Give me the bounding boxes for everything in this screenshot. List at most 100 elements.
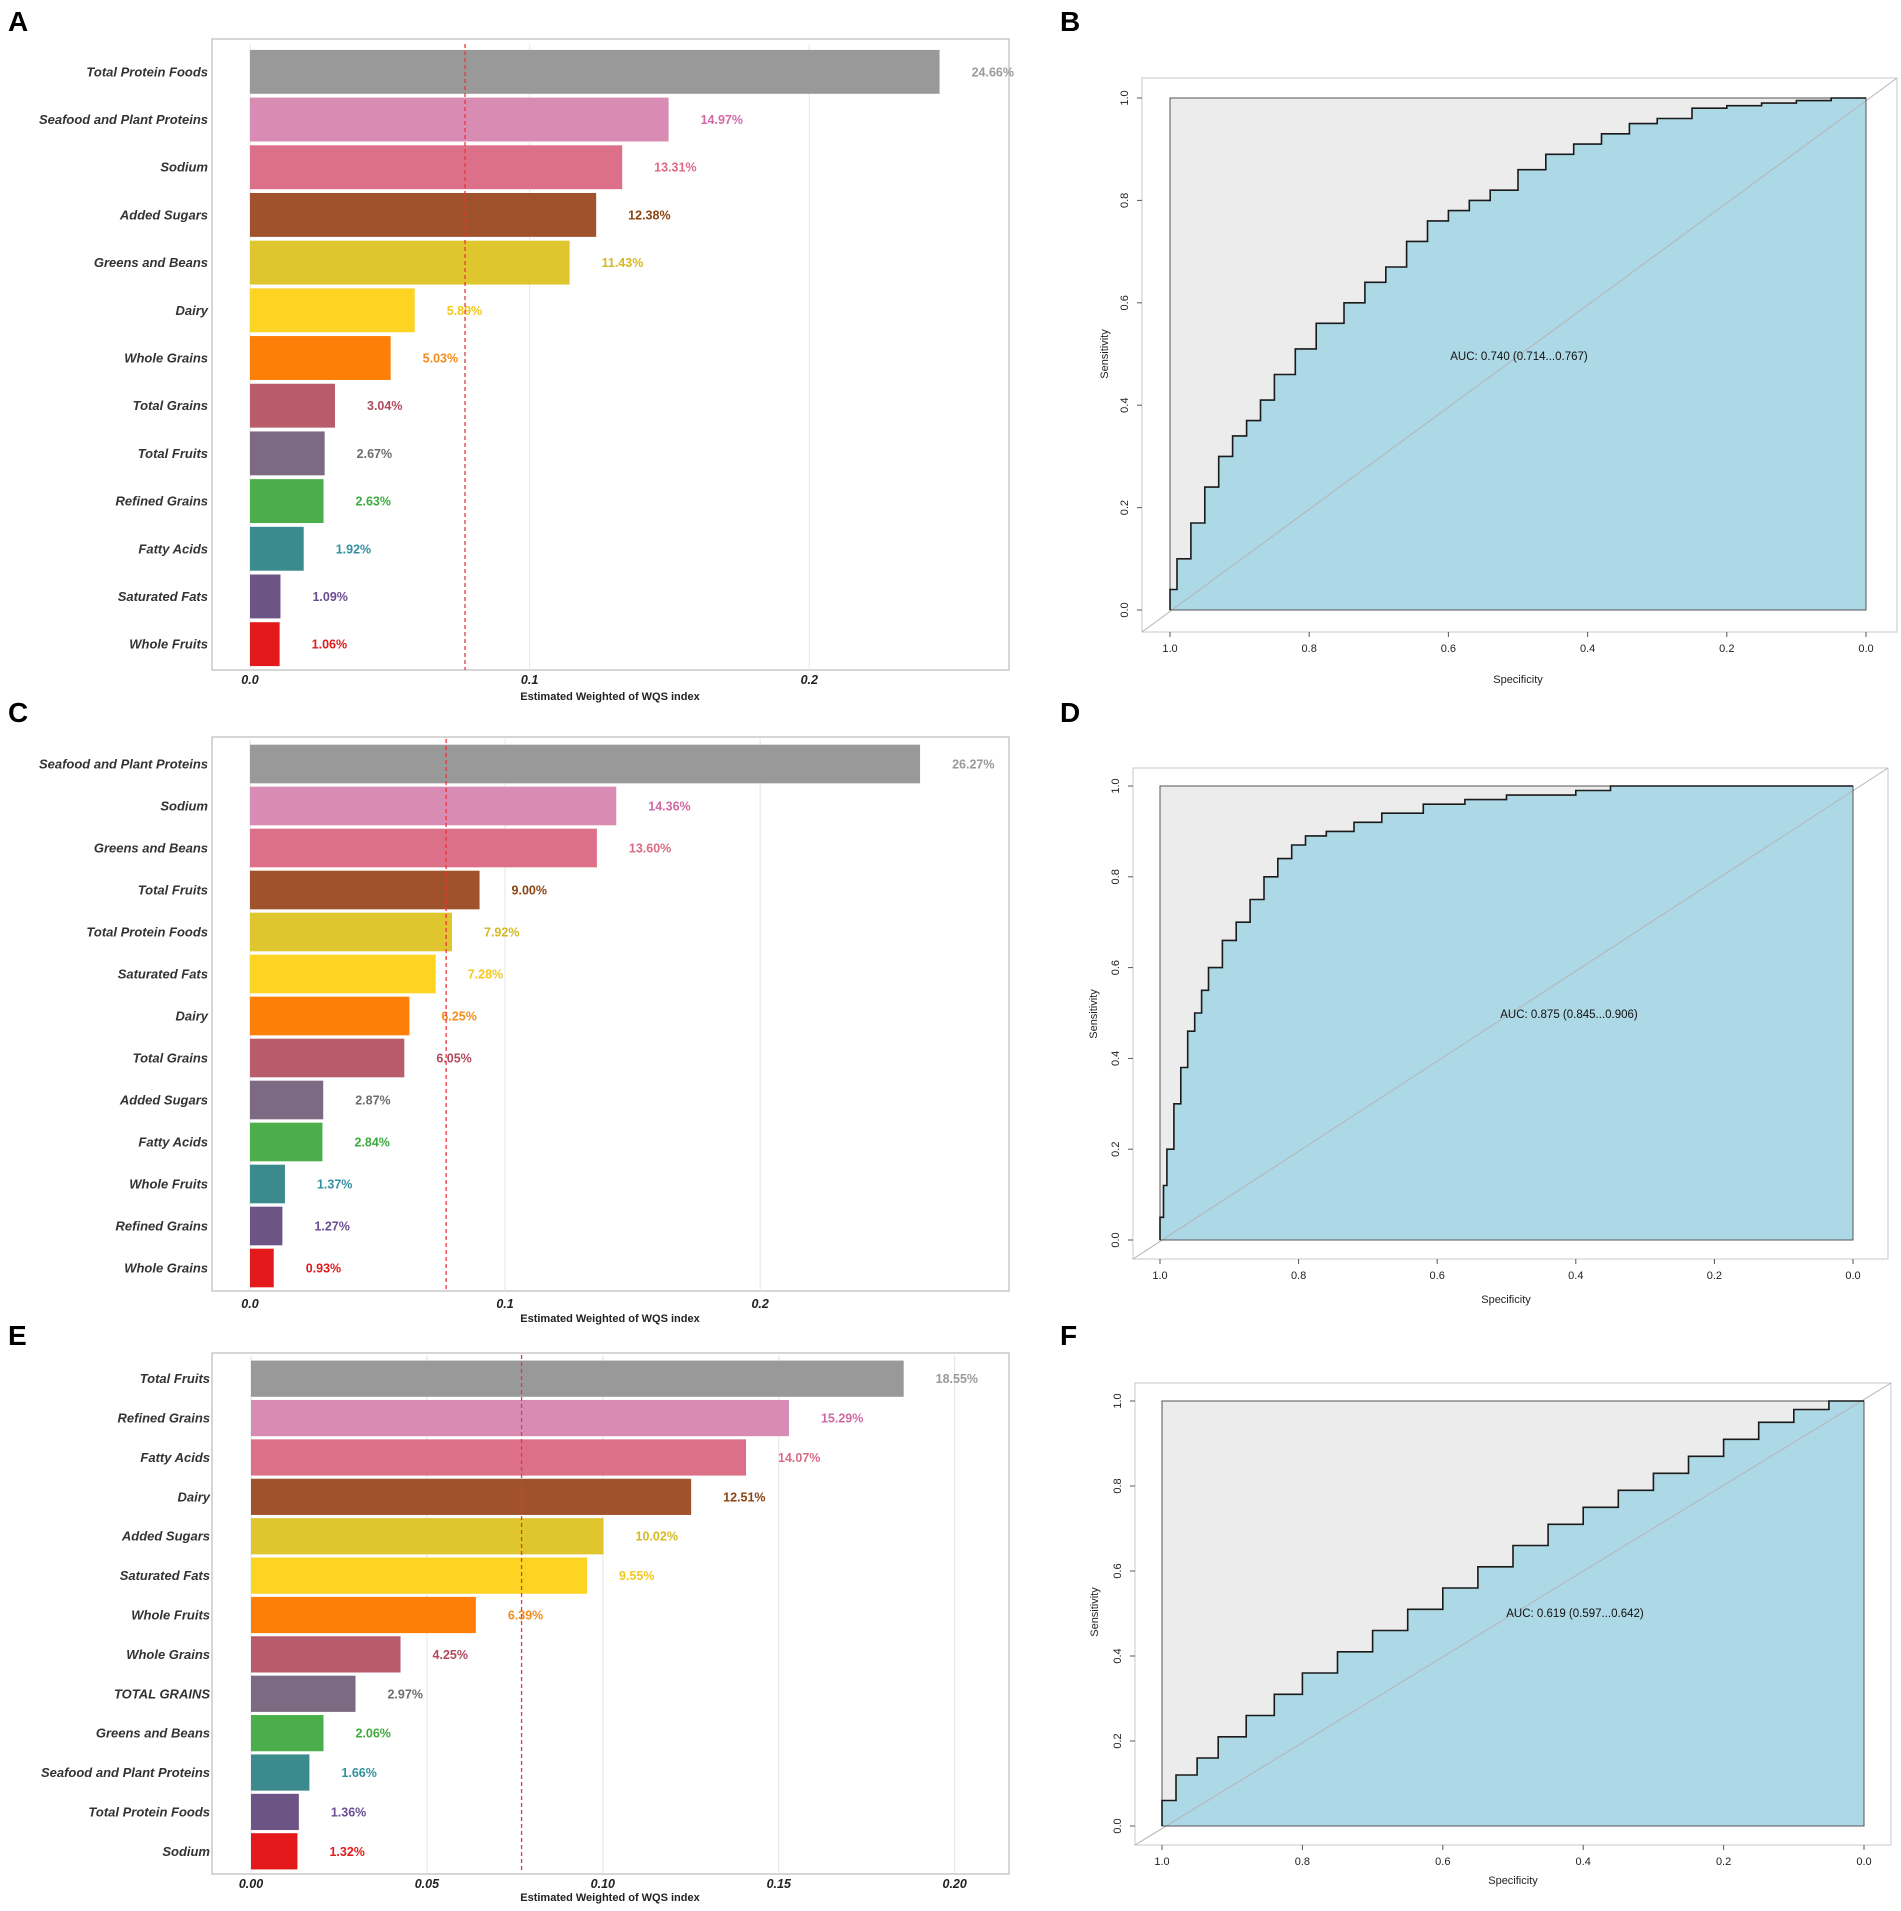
category-label-c-3: Total Fruits xyxy=(138,883,208,898)
roc-chart-b: AUC: 0.740 (0.714...0.767) 1.0 0.8 0.6 0.4 0.… xyxy=(1119,77,1898,655)
roc-area-d xyxy=(1160,786,1853,1240)
category-label-e-9: Greens and Beans xyxy=(96,1726,210,1741)
x-axis-title-e: Estimated Weighted of WQS index xyxy=(520,1892,700,1904)
value-label-e-11: 1.36% xyxy=(331,1805,366,1819)
y-tick-b-2: 0.4 xyxy=(1119,398,1131,413)
bar-e-10 xyxy=(251,1754,310,1791)
value-label-e-7: 4.25% xyxy=(433,1648,468,1662)
x-tick-b-2: 0.6 xyxy=(1441,643,1456,655)
x-tick-f-2: 0.6 xyxy=(1435,1856,1450,1868)
category-label-a-9: Refined Grains xyxy=(116,494,208,509)
bar-a-4 xyxy=(250,240,570,285)
category-label-a-8: Total Fruits xyxy=(138,446,208,461)
x-tick-b-5: 0.0 xyxy=(1858,643,1873,655)
y-tick-d-5: 1.0 xyxy=(1110,778,1122,793)
x-tick-f-4: 0.2 xyxy=(1716,1856,1731,1868)
y-tick-b-1: 0.2 xyxy=(1119,500,1131,515)
x-tick-d-0: 1.0 xyxy=(1152,1270,1167,1282)
bar-a-6 xyxy=(250,336,391,380)
category-label-a-5: Dairy xyxy=(175,303,208,318)
y-axis-title-b: Sensitivity xyxy=(1099,329,1111,379)
x-tick-b-4: 0.2 xyxy=(1719,643,1734,655)
category-label-c-0: Seafood and Plant Proteins xyxy=(39,757,208,772)
panel-b: B AUC: 0.740 (0.714...0.767) 1.0 0.8 0.6 0.4… xyxy=(1060,6,1898,686)
category-label-c-4: Total Protein Foods xyxy=(86,925,208,940)
value-label-e-0: 18.55% xyxy=(936,1372,978,1386)
value-label-e-3: 12.51% xyxy=(723,1490,765,1504)
plot-frame-a xyxy=(211,38,1010,671)
bar-e-9 xyxy=(251,1715,324,1752)
panel-label-b: B xyxy=(1060,6,1080,37)
category-label-a-0: Total Protein Foods xyxy=(86,64,208,79)
plot-frame-e xyxy=(211,1352,1010,1875)
bar-e-3 xyxy=(251,1478,692,1515)
value-label-e-12: 1.32% xyxy=(329,1845,364,1859)
category-label-e-4: Added Sugars xyxy=(121,1529,210,1544)
bar-chart-c: Seafood and Plant Proteins 26.27% Sodium 14… xyxy=(39,739,994,1311)
y-tick-d-4: 0.8 xyxy=(1110,869,1122,884)
roc-diagonal-b xyxy=(1141,77,1898,633)
x-tick-d-3: 0.4 xyxy=(1568,1270,1583,1282)
value-label-a-3: 12.38% xyxy=(628,208,670,222)
category-label-e-6: Whole Fruits xyxy=(131,1608,210,1623)
value-label-a-7: 3.04% xyxy=(367,399,402,413)
bar-c-9 xyxy=(250,1122,323,1162)
bar-c-10 xyxy=(250,1164,285,1204)
category-label-a-12: Whole Fruits xyxy=(129,637,208,652)
value-label-a-0: 24.66% xyxy=(972,65,1014,79)
bar-c-5 xyxy=(250,954,436,994)
y-tick-f-2: 0.4 xyxy=(1112,1648,1124,1663)
bar-a-0 xyxy=(250,49,940,94)
bar-e-7 xyxy=(251,1636,401,1673)
y-tick-f-1: 0.2 xyxy=(1112,1733,1124,1748)
x-tick-d-1: 0.8 xyxy=(1291,1270,1306,1282)
panel-label-d: D xyxy=(1060,697,1080,728)
value-label-e-1: 15.29% xyxy=(821,1412,863,1426)
category-label-e-8: TOTAL GRAINS xyxy=(114,1686,210,1701)
x-tick-e-0: 0.00 xyxy=(239,1877,263,1891)
panel-label-a: A xyxy=(8,6,28,37)
roc-square-f xyxy=(1161,1400,1865,1827)
panel-label-c: C xyxy=(8,697,28,728)
value-label-c-2: 13.60% xyxy=(629,842,671,856)
x-tick-c-0: 0.0 xyxy=(241,1297,258,1311)
roc-diagonal-f xyxy=(1134,1382,1892,1846)
value-label-c-5: 7.28% xyxy=(468,968,503,982)
value-label-c-6: 6.25% xyxy=(441,1010,476,1024)
category-label-e-11: Total Protein Foods xyxy=(88,1804,210,1819)
category-label-c-5: Saturated Fats xyxy=(118,967,208,982)
bar-a-1 xyxy=(250,97,669,142)
value-label-a-2: 13.31% xyxy=(654,161,696,175)
value-label-c-10: 1.37% xyxy=(317,1178,352,1192)
bar-c-12 xyxy=(250,1248,274,1288)
category-label-a-11: Saturated Fats xyxy=(118,589,208,604)
category-label-a-3: Added Sugars xyxy=(119,207,208,222)
x-tick-c-2: 0.2 xyxy=(751,1297,768,1311)
value-label-c-12: 0.93% xyxy=(306,1262,341,1276)
panel-c: C Seafood and Plant Proteins 26.27% Sodium… xyxy=(8,697,1010,1325)
y-axis-title-f: Sensitivity xyxy=(1089,1587,1101,1637)
category-label-c-8: Added Sugars xyxy=(119,1093,208,1108)
value-label-c-7: 6.05% xyxy=(436,1052,471,1066)
category-label-e-3: Dairy xyxy=(177,1489,210,1504)
value-label-e-4: 10.02% xyxy=(636,1530,678,1544)
roc-diagonal-d xyxy=(1132,767,1889,1260)
value-label-e-2: 14.07% xyxy=(778,1451,820,1465)
value-label-c-9: 2.84% xyxy=(354,1136,389,1150)
category-label-e-5: Saturated Fats xyxy=(120,1568,210,1583)
bar-e-12 xyxy=(251,1833,298,1870)
auc-label-d: AUC: 0.875 (0.845...0.906) xyxy=(1500,1009,1638,1021)
bar-chart-e: Total Fruits 18.55% Refined Grains 15.29% Fa… xyxy=(41,1355,978,1891)
x-axis-title-a: Estimated Weighted of WQS index xyxy=(520,691,700,703)
panel-label-e: E xyxy=(8,1320,27,1351)
x-axis-title-c: Estimated Weighted of WQS index xyxy=(520,1313,700,1325)
panel-a: A Total Protein Foods 24.66% Seafood and P… xyxy=(8,6,1014,703)
value-label-c-1: 14.36% xyxy=(648,800,690,814)
x-axis-title-b: Specificity xyxy=(1493,674,1543,686)
panel-f: F AUC: 0.619 (0.597...0.642) 1.0 0.8 0.6 0.4… xyxy=(1060,1320,1892,1887)
value-label-e-9: 2.06% xyxy=(355,1727,390,1741)
x-tick-b-1: 0.8 xyxy=(1302,643,1317,655)
y-tick-f-0: 0.0 xyxy=(1112,1818,1124,1833)
x-tick-c-1: 0.1 xyxy=(496,1297,513,1311)
